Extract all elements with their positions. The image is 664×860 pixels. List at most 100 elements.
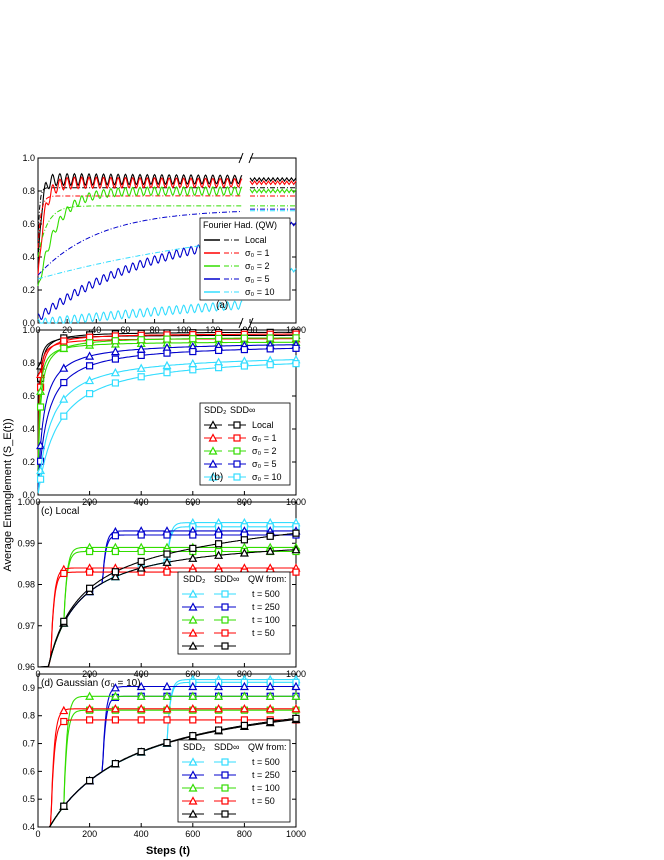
x-tick-label: 200 [82,829,97,839]
marker [189,716,197,724]
marker [265,704,275,713]
y-tick-label: 0.99 [17,538,35,548]
marker [214,704,224,713]
axis-break-mark [248,152,254,164]
legend-header: Fourier Had. (QW) [203,220,277,230]
marker [111,760,120,768]
legend-marker [188,615,198,624]
marker [85,716,94,724]
y-axis-label: Average Entanglement (S_E(t)) [2,418,14,571]
marker [291,681,301,691]
marker [265,691,275,700]
y-tick-label: 0.4 [22,822,35,832]
marker [137,531,145,539]
legend-box [199,402,291,486]
marker [60,344,68,352]
y-tick-label: 0.5 [22,794,35,804]
marker [291,544,301,554]
x-tick-label: 800 [237,829,252,839]
series-sddinf-σ₀ = 5 [37,347,295,491]
marker [240,345,248,354]
marker [85,776,94,785]
legend-label: σ₀ = 2 [252,446,277,456]
marker [240,362,248,370]
y-tick-label: 0.0 [22,490,35,500]
legend-label: σ₀ = 2 [245,261,270,271]
marker [189,366,197,374]
marker [163,369,171,377]
marker [188,691,198,700]
marker [240,536,248,544]
x-tick-label: 600 [185,829,200,839]
marker [266,718,274,726]
marker [266,345,274,353]
x-axis-label: Steps (t) [146,845,190,857]
legend-marker [233,460,241,468]
marker [163,349,171,357]
series-fourier-σ₀ = 10 [37,300,243,324]
marker [111,355,120,363]
marker [137,547,145,556]
legend-marker [208,459,218,468]
marker [136,681,146,691]
marker [110,367,120,377]
marker [110,346,120,356]
legend-label: t = 50 [252,796,275,806]
marker [36,403,45,411]
legend-marker [221,590,229,598]
legend-label: Local [245,235,267,245]
y-tick-label: 0.97 [17,621,35,631]
legend-marker [221,616,229,624]
marker [136,563,146,572]
panel-a: 0.00.20.40.60.81.00204060801001209901000… [22,152,306,335]
legend-marker [208,446,218,455]
y-tick-label: 0.4 [22,252,35,262]
y-tick-label: 0.8 [22,711,35,721]
legend-label: σ₀ = 5 [245,274,270,284]
marker [266,334,274,342]
legend-marker [221,629,229,637]
marker [214,691,224,700]
series-hadamard-σ₀ = 1 [37,195,242,249]
marker [85,547,94,556]
legend-label: t = 100 [252,783,280,793]
marker [292,714,300,722]
marker [85,339,94,347]
legend-marker [233,473,241,481]
marker [163,568,171,576]
marker [59,394,69,403]
legend-marker [188,589,198,598]
marker [266,532,274,540]
panel-title: (c) Local [41,506,79,517]
legend-label: σ₀ = 10 [252,472,282,482]
legend-marker [208,472,218,481]
series-sddinf-σ₀ = 10 [37,363,295,494]
marker [240,721,248,730]
legend-label: t = 500 [252,589,280,599]
series-sddinf-σ₀ = 2 [37,337,295,478]
y-tick-label: 0.98 [17,580,35,590]
legend-header: SDD₂ [183,574,206,584]
marker [240,334,248,342]
marker [136,704,146,713]
marker [189,732,197,740]
marker [110,571,120,581]
legend-marker [188,809,198,818]
legend-marker [188,757,198,766]
legend-marker [221,784,229,792]
marker [162,691,172,700]
y-tick-label: 0.96 [17,662,35,672]
legend-header: SDD₂ [204,405,227,415]
marker [214,681,224,691]
marker [163,738,171,747]
marker [215,364,223,372]
marker [111,379,120,387]
marker [85,375,95,385]
legend-marker [188,770,198,779]
plot-frame [37,673,297,828]
marker [137,336,145,344]
y-tick-label: 0.7 [22,739,35,749]
legend-marker [233,434,241,442]
y-tick-label: 0.4 [22,424,35,434]
marker [36,475,45,483]
